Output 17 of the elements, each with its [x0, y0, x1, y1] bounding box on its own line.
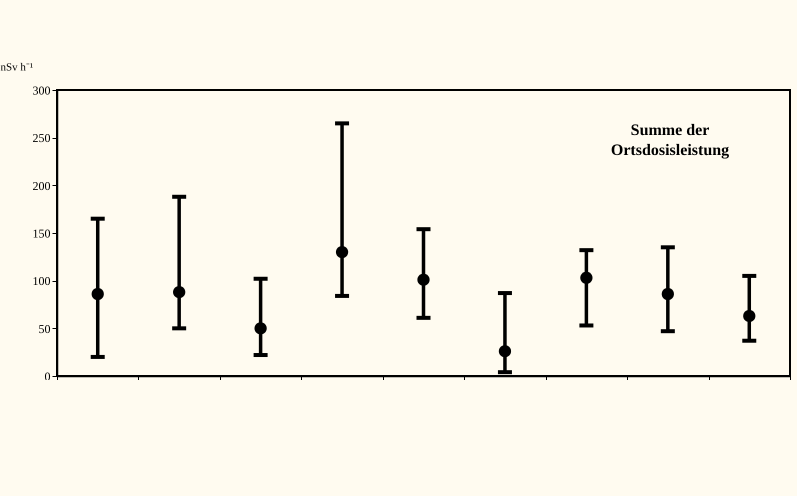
- y-tick-label: 150: [32, 226, 50, 240]
- point: [92, 288, 104, 300]
- y-tick-label: 50: [38, 322, 50, 336]
- point: [498, 345, 512, 358]
- point: [254, 322, 267, 334]
- y-axis-title: nSv h⁻¹: [0, 62, 34, 74]
- y-tick-label: 100: [32, 274, 50, 288]
- point: [336, 246, 348, 258]
- point: [417, 274, 430, 286]
- annotation: Summe der Ortsdosisleistung: [610, 122, 730, 159]
- y-tick-label: 300: [32, 84, 50, 98]
- point: [662, 288, 674, 300]
- point: [580, 272, 593, 284]
- point: [743, 310, 756, 322]
- point: [173, 286, 186, 298]
- y-tick-label: 200: [32, 178, 50, 193]
- y-tick-label: 250: [32, 131, 50, 146]
